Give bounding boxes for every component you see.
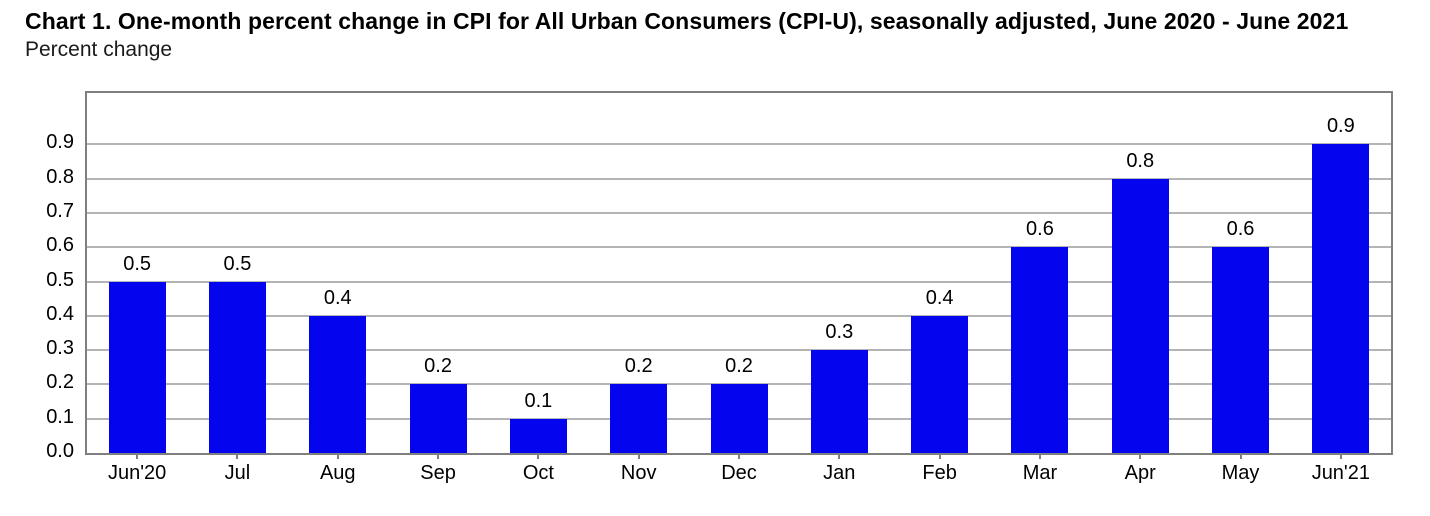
x-tick-label: Oct bbox=[522, 462, 554, 484]
bar bbox=[911, 315, 969, 453]
bar-value-label: 0.3 bbox=[809, 321, 870, 344]
x-tick-mark bbox=[136, 453, 139, 459]
x-tick-label: Jun'21 bbox=[1311, 462, 1370, 484]
gridline bbox=[87, 246, 1391, 249]
bar-value-label: 0.6 bbox=[1210, 218, 1271, 241]
bar-value-label: 0.2 bbox=[709, 355, 769, 378]
bar bbox=[1111, 178, 1169, 453]
bar bbox=[710, 384, 768, 453]
bar-value-label: 0.2 bbox=[608, 355, 669, 378]
bar bbox=[1011, 247, 1069, 453]
x-tick-mark bbox=[1139, 453, 1142, 459]
bar-value-label: 0.4 bbox=[909, 286, 970, 309]
x-tick-label: Jul bbox=[224, 462, 251, 484]
y-tick-label: 0.5 bbox=[46, 268, 74, 291]
bar bbox=[810, 350, 868, 453]
bar bbox=[1312, 144, 1370, 453]
x-tick-mark bbox=[336, 453, 339, 459]
chart-title: Chart 1. One-month percent change in CPI… bbox=[25, 8, 1349, 34]
x-tick-label: Jun'20 bbox=[107, 462, 167, 484]
gridline bbox=[87, 280, 1391, 283]
x-tick-label: Nov bbox=[620, 462, 657, 484]
x-tick-mark bbox=[637, 453, 640, 459]
x-tick-mark bbox=[537, 453, 540, 459]
x-tick-mark bbox=[1038, 453, 1041, 459]
gridline bbox=[87, 143, 1391, 146]
bar-value-label: 0.2 bbox=[408, 355, 469, 378]
bar bbox=[509, 418, 567, 453]
bar bbox=[610, 384, 668, 453]
bar-value-label: 0.4 bbox=[307, 286, 368, 309]
bar-value-label: 0.9 bbox=[1310, 115, 1371, 138]
gridline bbox=[87, 349, 1391, 352]
y-tick-label: 0.1 bbox=[46, 405, 74, 428]
plot-area: 0.5 0.5 0.4 0.2 0.1 0.2 0.2 0.3 0.4 0.6 0.8 0.6 0.9 bbox=[85, 91, 1393, 455]
y-tick-label: 0.9 bbox=[46, 131, 74, 154]
y-tick-label: 0.0 bbox=[46, 440, 74, 462]
x-tick-mark bbox=[437, 453, 440, 459]
x-tick-label: Mar bbox=[1022, 462, 1058, 484]
x-tick-label: Jan bbox=[823, 462, 856, 484]
x-tick-label: May bbox=[1221, 462, 1260, 484]
bar bbox=[409, 384, 467, 453]
bar-value-label: 0.5 bbox=[107, 252, 168, 275]
y-tick-label: 0.2 bbox=[46, 371, 74, 394]
bar-value-label: 0.8 bbox=[1110, 149, 1171, 172]
gridline bbox=[87, 314, 1391, 317]
chart-y-axis-unit-label: Percent change bbox=[25, 38, 173, 61]
x-tick-mark bbox=[738, 453, 740, 459]
bar bbox=[1212, 247, 1270, 453]
x-tick-label: Feb bbox=[922, 462, 957, 484]
y-tick-label: 0.4 bbox=[46, 302, 74, 325]
y-tick-label: 0.8 bbox=[46, 165, 74, 188]
x-tick-mark bbox=[1339, 453, 1342, 459]
gridline bbox=[87, 383, 1391, 386]
x-tick-mark bbox=[236, 453, 239, 459]
y-tick-label: 0.6 bbox=[46, 234, 74, 257]
x-tick-mark bbox=[838, 453, 841, 459]
x-tick-label: Apr bbox=[1124, 462, 1156, 484]
bar bbox=[208, 281, 266, 453]
x-tick-label: Dec bbox=[721, 462, 757, 484]
x-tick-label: Sep bbox=[420, 462, 456, 484]
bar-value-label: 0.1 bbox=[508, 389, 569, 412]
y-tick-label: 0.7 bbox=[46, 200, 74, 222]
gridline bbox=[87, 177, 1391, 180]
x-tick-mark bbox=[1239, 453, 1242, 459]
bar-value-label: 0.6 bbox=[1009, 218, 1070, 241]
x-tick-mark bbox=[938, 453, 941, 459]
gridline bbox=[87, 212, 1391, 214]
bar bbox=[309, 315, 367, 453]
y-tick-label: 0.3 bbox=[46, 337, 74, 360]
bar bbox=[108, 281, 166, 453]
x-tick-label: Aug bbox=[319, 462, 356, 484]
bar-value-label: 0.5 bbox=[207, 252, 268, 275]
